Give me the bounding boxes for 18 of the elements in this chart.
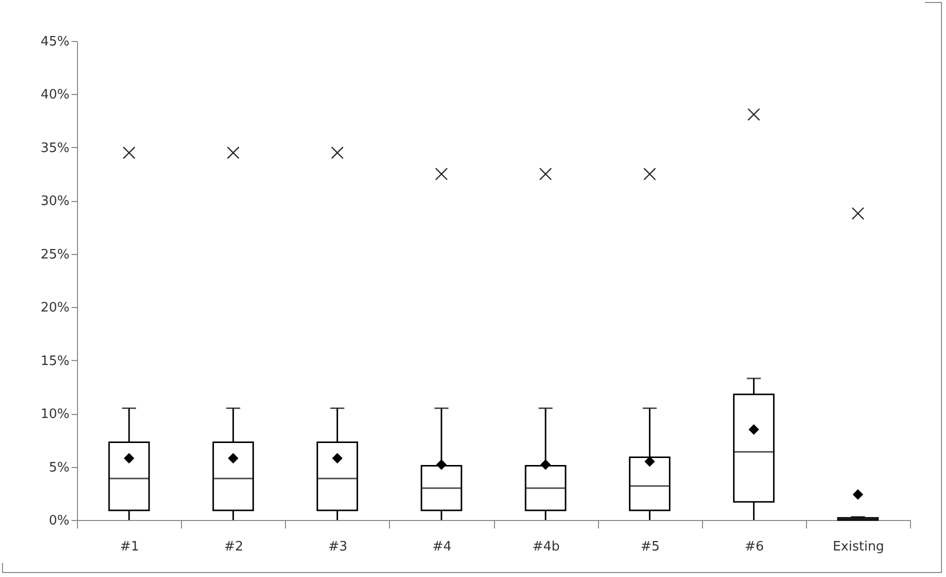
- x-tick-label: #3: [328, 540, 348, 554]
- x-tick-label: #6: [744, 540, 764, 554]
- y-tick-label: 35%: [40, 140, 70, 156]
- x-tick-label: Existing: [832, 540, 884, 554]
- y-tick-label: 45%: [40, 34, 70, 50]
- y-tick-label: 0%: [48, 514, 70, 528]
- x-tick-label: #5: [640, 540, 660, 554]
- x-tick-label: #1: [120, 540, 140, 554]
- y-tick-label: 10%: [40, 407, 70, 422]
- y-tick-label: 15%: [40, 354, 70, 369]
- y-tick-label: 25%: [40, 247, 70, 262]
- y-tick-label: 40%: [40, 88, 70, 103]
- y-tick-label: 30%: [40, 194, 70, 210]
- y-tick-label: 20%: [40, 300, 70, 316]
- y-tick-label: 5%: [48, 460, 70, 476]
- x-tick-label: #4b: [532, 540, 560, 554]
- x-tick-label: #4: [432, 540, 452, 554]
- x-tick-label: #2: [224, 540, 244, 554]
